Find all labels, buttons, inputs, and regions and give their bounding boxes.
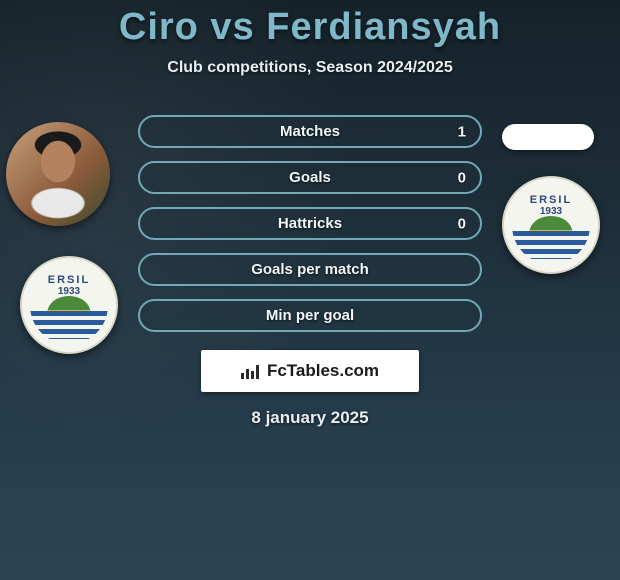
stat-value-right: 1 bbox=[458, 123, 466, 140]
subtitle: Club competitions, Season 2024/2025 bbox=[0, 59, 620, 77]
badge-dome-icon bbox=[529, 216, 572, 233]
stat-value-right: 0 bbox=[458, 215, 466, 232]
stat-label: Goals bbox=[289, 169, 331, 186]
date-text: 8 january 2025 bbox=[0, 408, 620, 428]
badge-inner: ERSIL 1933 bbox=[30, 266, 107, 343]
stat-bars: Matches 1 Goals 0 Hattricks 0 Goals per … bbox=[138, 115, 482, 332]
club-badge-right: ERSIL 1933 bbox=[502, 176, 600, 274]
bar-chart-icon bbox=[241, 363, 261, 379]
badge-waves-icon bbox=[30, 311, 107, 339]
badge-dome-icon bbox=[47, 296, 90, 313]
logo-text: FcTables.com bbox=[267, 361, 379, 381]
badge-text: ERSIL bbox=[48, 274, 90, 286]
stat-bar-matches: Matches 1 bbox=[138, 115, 482, 148]
source-logo: FcTables.com bbox=[201, 350, 419, 392]
stat-bar-goals-per-match: Goals per match bbox=[138, 253, 482, 286]
stat-value-right: 0 bbox=[458, 169, 466, 186]
stat-label: Goals per match bbox=[251, 261, 369, 278]
stat-label: Min per goal bbox=[266, 307, 354, 324]
stat-bar-hattricks: Hattricks 0 bbox=[138, 207, 482, 240]
page-title: Ciro vs Ferdiansyah bbox=[0, 6, 620, 49]
infographic-container: Ciro vs Ferdiansyah Club competitions, S… bbox=[0, 0, 620, 580]
club-badge-left: ERSIL 1933 bbox=[20, 256, 118, 354]
stat-bar-goals: Goals 0 bbox=[138, 161, 482, 194]
stat-label: Hattricks bbox=[278, 215, 342, 232]
blank-pill bbox=[502, 124, 594, 150]
stat-label: Matches bbox=[280, 123, 340, 140]
stat-bar-min-per-goal: Min per goal bbox=[138, 299, 482, 332]
player1-avatar bbox=[6, 122, 110, 226]
badge-text: ERSIL bbox=[530, 194, 572, 206]
badge-waves-icon bbox=[512, 231, 589, 259]
badge-inner: ERSIL 1933 bbox=[512, 186, 589, 263]
